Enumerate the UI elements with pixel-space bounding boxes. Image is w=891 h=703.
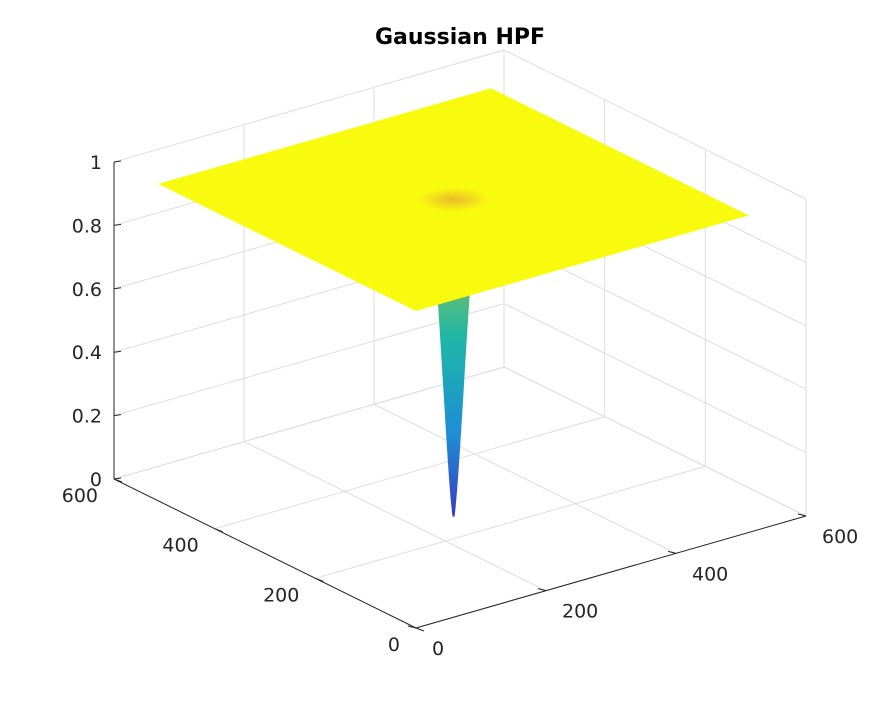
x-tick-label: 200 [562,601,598,623]
surface [158,88,749,517]
grid-line-floor-x [373,403,677,554]
z-tick-mark [113,223,122,226]
x-tick-label: 400 [692,563,728,585]
grid-line-wall-z [503,303,807,454]
grid-line-wall-z [113,366,505,480]
grid-line-floor-y [315,465,706,579]
gaussian-well [433,239,474,517]
y-tick-mark [315,577,324,582]
y-tick-label: 600 [62,485,98,507]
x-tick-label: 600 [822,526,858,548]
y-tick-label: 400 [162,535,198,557]
grid-line-floor-y [214,416,605,530]
well-rim [417,187,490,212]
z-tick-label: 0.6 [72,279,102,301]
chart-title: Gaussian HPF [375,25,545,50]
y-tick-mark [113,478,123,483]
grid-line-wall-z [503,49,807,200]
y-axis-line [113,478,417,629]
x-tick-mark [797,513,807,517]
y-tick-mark [415,627,425,632]
grid-line-floor-x [243,441,547,592]
y-tick-mark [214,528,223,533]
y-tick-label: 200 [263,584,299,606]
x-tick-mark [667,550,677,554]
z-tick-label: 0.2 [72,406,102,428]
z-tick-mark [113,287,122,290]
z-tick-label: 1 [90,152,102,174]
z-tick-mark [113,160,122,163]
grid-line-wall-z [113,49,505,163]
z-tick-mark [113,414,122,417]
z-tick-mark [113,477,122,480]
x-axis-line [415,515,807,629]
x-tick-label: 0 [432,638,444,660]
z-tick-label: 0.4 [72,342,102,364]
grid-line-wall-z [113,303,505,417]
axes [113,162,807,629]
grid-line-wall-z [503,366,807,517]
z-tick-label: 0.8 [72,215,102,237]
x-tick-mark [407,625,417,629]
x-tick-mark [537,588,547,592]
z-tick-mark [113,350,122,353]
z-tick-label: 0 [90,469,102,491]
y-tick-label: 0 [388,634,400,656]
